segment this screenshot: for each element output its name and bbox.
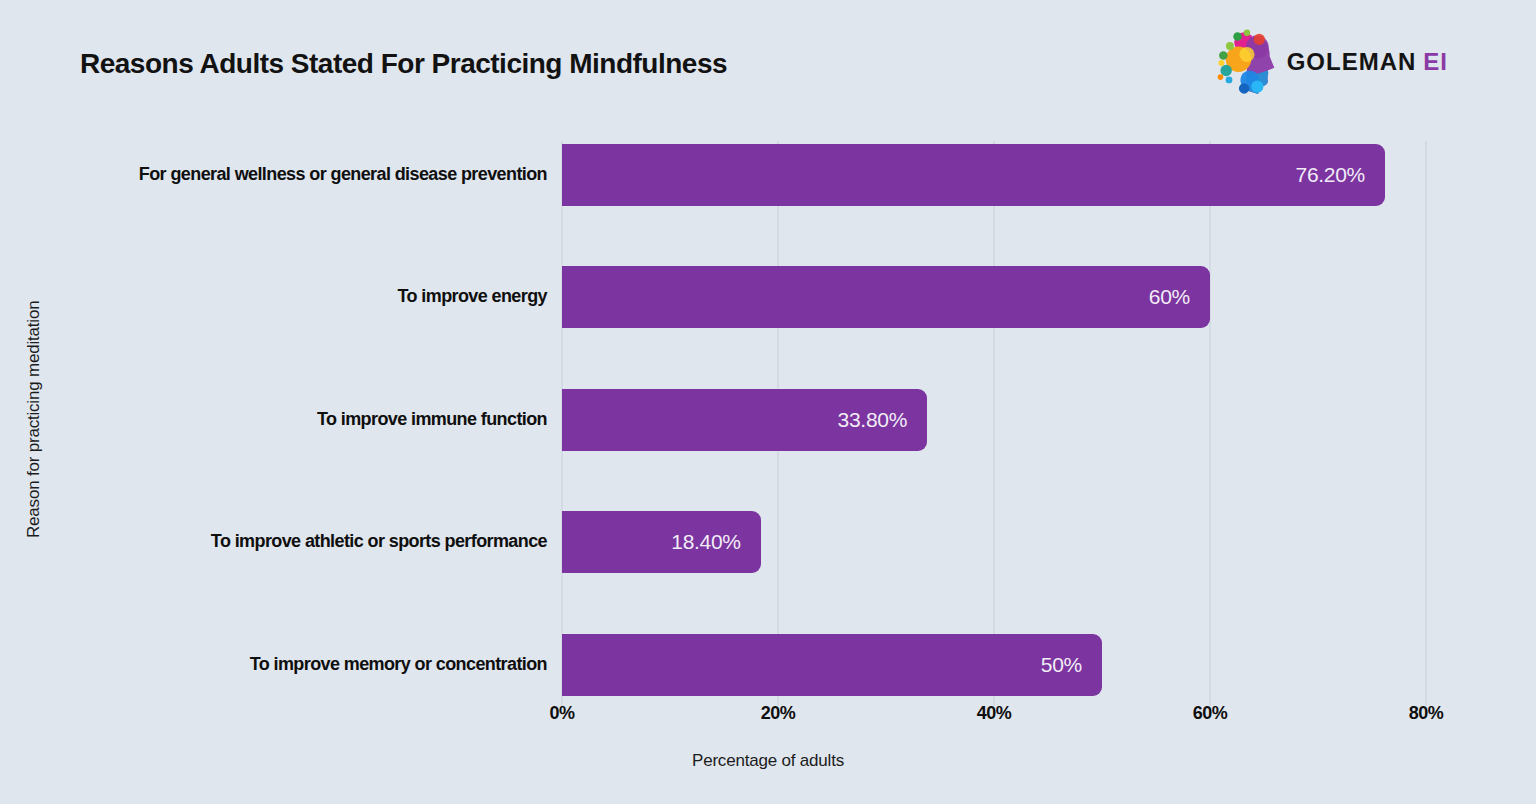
bar-value-label: 33.80%	[838, 408, 907, 432]
x-tick-label: 20%	[761, 703, 796, 724]
bar-value-label: 76.20%	[1296, 163, 1365, 187]
category-label: To improve memory or concentration	[60, 634, 547, 696]
logo-suffix-text: EI	[1423, 48, 1448, 75]
bar-rows: 76.20% 60% 33.80% 18.40% 50%	[562, 141, 1426, 697]
x-tick-label: 80%	[1409, 703, 1444, 724]
x-tick-label: 40%	[977, 703, 1012, 724]
category-label: To improve energy	[60, 266, 547, 328]
category-label: To improve athletic or sports performanc…	[60, 511, 547, 573]
x-axis-title: Percentage of adults	[0, 751, 1536, 771]
x-tick-label: 0%	[549, 703, 574, 724]
bar: 18.40%	[562, 511, 761, 573]
plot-area: 76.20% 60% 33.80% 18.40% 50%	[562, 141, 1426, 697]
infographic-page: Reasons Adults Stated For Practicing Min…	[0, 0, 1536, 804]
bar: 50%	[562, 634, 1102, 696]
bar: 60%	[562, 266, 1210, 328]
category-label: For general wellness or general disease …	[60, 144, 547, 206]
x-tick-label: 60%	[1193, 703, 1228, 724]
bar: 76.20%	[562, 144, 1385, 206]
bar-value-label: 50%	[1041, 653, 1082, 677]
brand-logo: GOLEMANEI	[1215, 28, 1448, 96]
bar-value-label: 60%	[1149, 285, 1190, 309]
head-dots-logo-icon	[1215, 28, 1277, 96]
logo-wordmark: GOLEMANEI	[1287, 48, 1448, 76]
bar: 33.80%	[562, 389, 927, 451]
x-axis-ticks: 0%20%40%60%80%	[562, 703, 1426, 727]
chart-title: Reasons Adults Stated For Practicing Min…	[80, 48, 727, 80]
logo-brand-text: GOLEMAN	[1287, 48, 1417, 75]
bar-value-label: 18.40%	[671, 530, 740, 554]
y-axis-title: Reason for practicing meditation	[24, 141, 44, 697]
category-label: To improve immune function	[60, 389, 547, 451]
